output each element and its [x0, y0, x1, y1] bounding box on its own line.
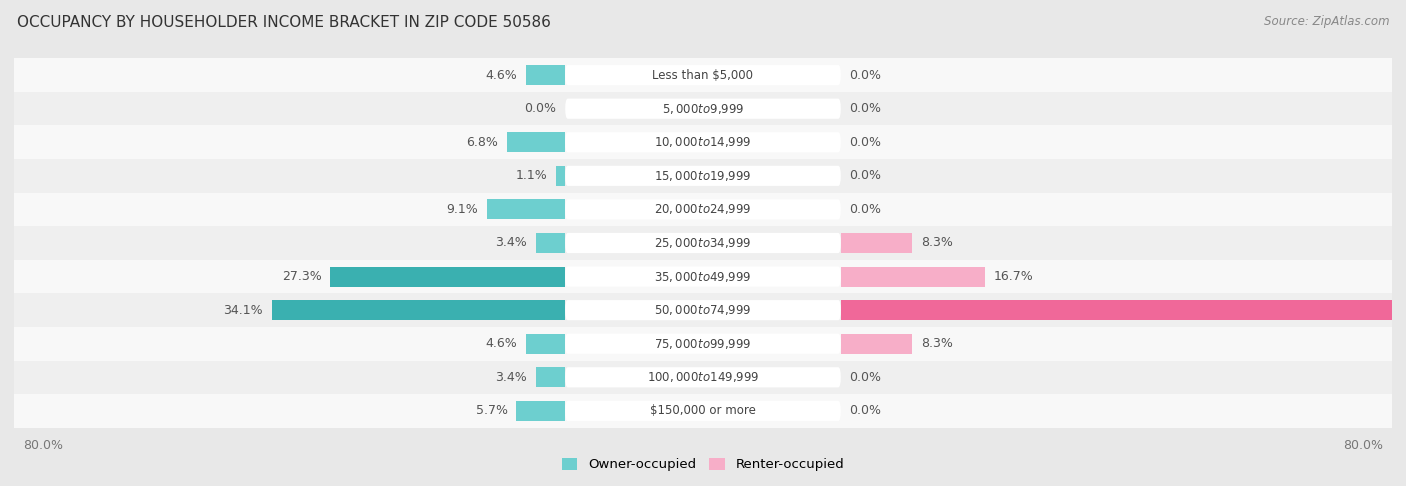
Bar: [14, 192, 1392, 226]
Bar: [516, 401, 565, 421]
Text: 1.1%: 1.1%: [516, 169, 547, 182]
Text: 0.0%: 0.0%: [849, 69, 882, 82]
Text: 0.0%: 0.0%: [849, 203, 882, 216]
Text: 0.0%: 0.0%: [849, 371, 882, 384]
Bar: [14, 260, 1392, 294]
Text: 27.3%: 27.3%: [281, 270, 322, 283]
Text: OCCUPANCY BY HOUSEHOLDER INCOME BRACKET IN ZIP CODE 50586: OCCUPANCY BY HOUSEHOLDER INCOME BRACKET …: [17, 15, 551, 30]
FancyBboxPatch shape: [565, 199, 841, 220]
Text: $20,000 to $24,999: $20,000 to $24,999: [654, 203, 752, 216]
FancyBboxPatch shape: [565, 166, 841, 186]
Text: 80.0%: 80.0%: [22, 439, 63, 452]
Bar: [555, 166, 565, 186]
Bar: [526, 334, 565, 354]
Bar: [841, 300, 1406, 320]
FancyBboxPatch shape: [565, 233, 841, 253]
Text: 0.0%: 0.0%: [524, 102, 557, 115]
Bar: [14, 394, 1392, 428]
Text: $10,000 to $14,999: $10,000 to $14,999: [654, 135, 752, 149]
Text: $25,000 to $34,999: $25,000 to $34,999: [654, 236, 752, 250]
Text: $15,000 to $19,999: $15,000 to $19,999: [654, 169, 752, 183]
Bar: [271, 300, 565, 320]
Legend: Owner-occupied, Renter-occupied: Owner-occupied, Renter-occupied: [557, 452, 849, 476]
Text: 8.3%: 8.3%: [921, 237, 953, 249]
Text: 5.7%: 5.7%: [475, 404, 508, 417]
Bar: [14, 327, 1392, 361]
FancyBboxPatch shape: [565, 300, 841, 320]
Bar: [536, 233, 565, 253]
Text: $150,000 or more: $150,000 or more: [650, 404, 756, 417]
Bar: [14, 92, 1392, 125]
FancyBboxPatch shape: [565, 99, 841, 119]
Bar: [14, 125, 1392, 159]
FancyBboxPatch shape: [565, 132, 841, 152]
Text: $35,000 to $49,999: $35,000 to $49,999: [654, 270, 752, 283]
Text: 0.0%: 0.0%: [849, 102, 882, 115]
Bar: [14, 58, 1392, 92]
Bar: [14, 294, 1392, 327]
FancyBboxPatch shape: [565, 334, 841, 354]
Text: 9.1%: 9.1%: [447, 203, 478, 216]
Text: 0.0%: 0.0%: [849, 136, 882, 149]
Text: $50,000 to $74,999: $50,000 to $74,999: [654, 303, 752, 317]
Bar: [841, 266, 984, 287]
Text: $100,000 to $149,999: $100,000 to $149,999: [647, 370, 759, 384]
Text: $5,000 to $9,999: $5,000 to $9,999: [662, 102, 744, 116]
Text: 3.4%: 3.4%: [495, 371, 527, 384]
Text: Less than $5,000: Less than $5,000: [652, 69, 754, 82]
Text: 34.1%: 34.1%: [224, 304, 263, 317]
Bar: [506, 132, 565, 152]
Bar: [330, 266, 565, 287]
Text: 3.4%: 3.4%: [495, 237, 527, 249]
Text: Source: ZipAtlas.com: Source: ZipAtlas.com: [1264, 15, 1389, 28]
Text: 4.6%: 4.6%: [485, 337, 517, 350]
Text: $75,000 to $99,999: $75,000 to $99,999: [654, 337, 752, 351]
Text: 0.0%: 0.0%: [849, 404, 882, 417]
Bar: [14, 361, 1392, 394]
Bar: [536, 367, 565, 387]
Bar: [14, 159, 1392, 192]
Bar: [841, 233, 912, 253]
Text: 16.7%: 16.7%: [993, 270, 1033, 283]
Bar: [526, 65, 565, 85]
Text: 80.0%: 80.0%: [1343, 439, 1384, 452]
FancyBboxPatch shape: [565, 65, 841, 85]
Text: 4.6%: 4.6%: [485, 69, 517, 82]
Text: 8.3%: 8.3%: [921, 337, 953, 350]
Bar: [841, 334, 912, 354]
FancyBboxPatch shape: [565, 266, 841, 287]
Text: 0.0%: 0.0%: [849, 169, 882, 182]
Bar: [14, 226, 1392, 260]
Bar: [486, 199, 565, 220]
FancyBboxPatch shape: [565, 367, 841, 387]
FancyBboxPatch shape: [565, 401, 841, 421]
Text: 6.8%: 6.8%: [467, 136, 498, 149]
